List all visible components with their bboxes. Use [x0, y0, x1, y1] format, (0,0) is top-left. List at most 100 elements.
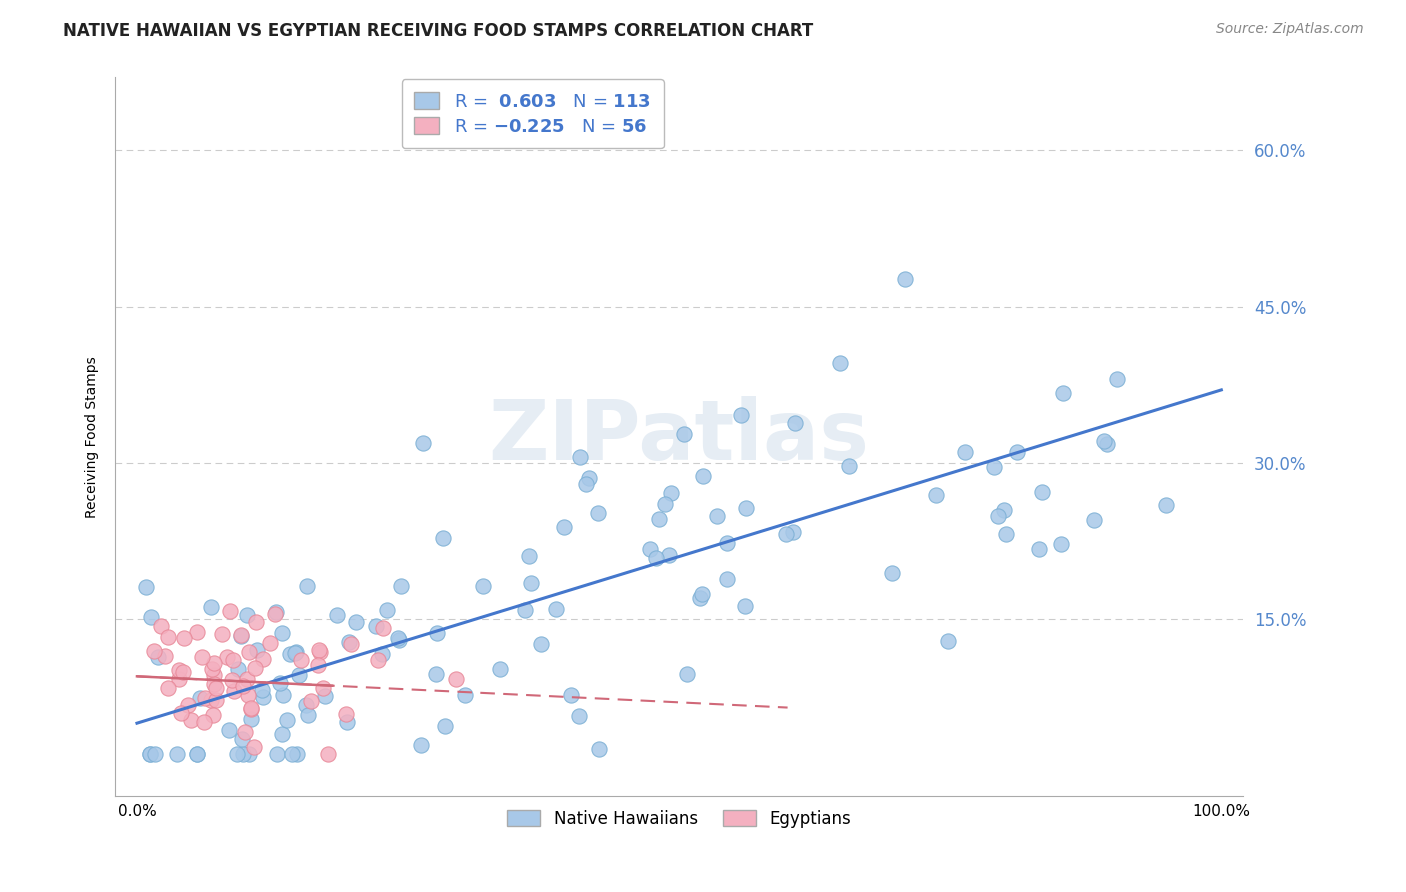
Point: [218, 604, 240, 618]
Point: [173, 631, 195, 645]
Point: [285, 747, 308, 762]
Point: [367, 653, 389, 667]
Point: [1105, 371, 1128, 385]
Point: [387, 631, 409, 645]
Point: [692, 469, 714, 483]
Point: [308, 645, 330, 659]
Point: [434, 719, 457, 733]
Point: [1052, 386, 1074, 401]
Point: [252, 652, 274, 666]
Point: [838, 459, 860, 474]
Point: [735, 501, 758, 516]
Point: [231, 628, 253, 642]
Point: [217, 649, 239, 664]
Point: [335, 706, 357, 721]
Point: [290, 653, 312, 667]
Point: [1095, 437, 1118, 451]
Point: [167, 672, 190, 686]
Point: [546, 602, 568, 616]
Point: [411, 738, 433, 752]
Point: [371, 647, 394, 661]
Point: [278, 647, 301, 661]
Point: [200, 599, 222, 614]
Point: [659, 486, 682, 500]
Text: NATIVE HAWAIIAN VS EGYPTIAN RECEIVING FOOD STAMPS CORRELATION CHART: NATIVE HAWAIIAN VS EGYPTIAN RECEIVING FO…: [63, 22, 814, 40]
Point: [139, 747, 162, 762]
Point: [530, 637, 553, 651]
Point: [987, 508, 1010, 523]
Point: [426, 626, 449, 640]
Point: [454, 688, 477, 702]
Point: [232, 679, 254, 693]
Point: [276, 713, 298, 727]
Point: [689, 591, 711, 605]
Point: [186, 747, 208, 762]
Point: [734, 599, 756, 613]
Point: [553, 520, 575, 534]
Point: [638, 541, 661, 556]
Point: [211, 626, 233, 640]
Legend: Native Hawaiians, Egyptians: Native Hawaiians, Egyptians: [501, 803, 858, 835]
Point: [172, 665, 194, 680]
Point: [578, 471, 600, 485]
Point: [880, 566, 903, 581]
Point: [229, 629, 252, 643]
Point: [218, 723, 240, 738]
Point: [716, 572, 738, 586]
Point: [239, 701, 262, 715]
Point: [307, 657, 329, 672]
Point: [444, 673, 467, 687]
Point: [337, 635, 360, 649]
Point: [1031, 485, 1053, 500]
Point: [143, 643, 166, 657]
Point: [141, 610, 163, 624]
Point: [336, 714, 359, 729]
Point: [201, 708, 224, 723]
Point: [271, 625, 294, 640]
Point: [243, 739, 266, 754]
Point: [344, 615, 367, 629]
Point: [471, 579, 494, 593]
Point: [155, 649, 177, 664]
Point: [326, 608, 349, 623]
Point: [150, 618, 173, 632]
Point: [312, 681, 335, 695]
Point: [240, 712, 263, 726]
Point: [143, 747, 166, 762]
Point: [135, 580, 157, 594]
Point: [894, 271, 917, 285]
Point: [783, 416, 806, 430]
Point: [240, 700, 263, 714]
Point: [238, 747, 260, 762]
Text: ZIPatlas: ZIPatlas: [489, 396, 870, 477]
Point: [586, 506, 609, 520]
Point: [236, 688, 259, 702]
Point: [1083, 513, 1105, 527]
Point: [1005, 445, 1028, 459]
Point: [193, 715, 215, 730]
Point: [245, 615, 267, 629]
Point: [706, 509, 728, 524]
Point: [488, 662, 510, 676]
Point: [264, 606, 287, 620]
Point: [1092, 434, 1115, 448]
Point: [201, 662, 224, 676]
Point: [676, 666, 699, 681]
Point: [648, 511, 671, 525]
Point: [222, 684, 245, 698]
Point: [389, 578, 412, 592]
Point: [200, 692, 222, 706]
Point: [226, 662, 249, 676]
Point: [569, 450, 592, 464]
Point: [295, 578, 318, 592]
Point: [205, 693, 228, 707]
Point: [156, 630, 179, 644]
Point: [519, 576, 541, 591]
Point: [517, 549, 540, 564]
Point: [238, 645, 260, 659]
Point: [281, 747, 304, 762]
Point: [221, 673, 243, 687]
Point: [180, 714, 202, 728]
Point: [284, 645, 307, 659]
Point: [340, 637, 363, 651]
